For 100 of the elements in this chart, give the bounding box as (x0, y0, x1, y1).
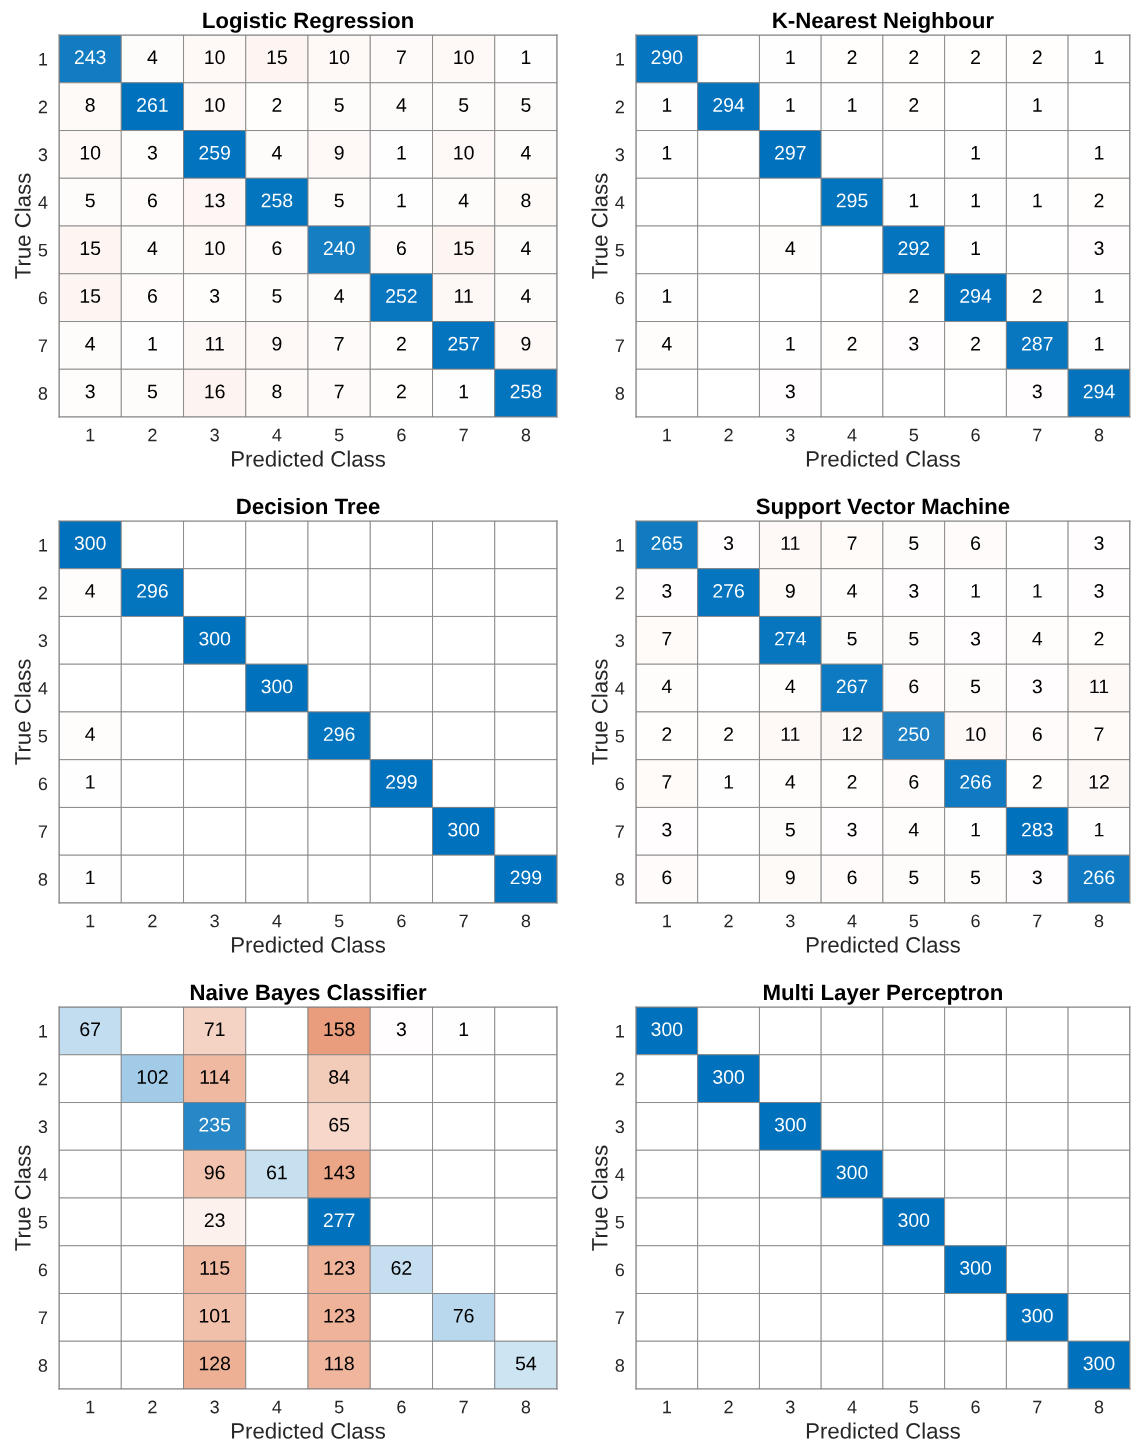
data-label: 4 (785, 679, 796, 694)
data-label: 15 (80, 289, 101, 303)
y-tick-label: 3 (615, 634, 625, 648)
data-label: 240 (323, 241, 355, 256)
x-tick-label: 6 (971, 1400, 980, 1414)
data-label: 3 (723, 536, 734, 551)
data-label: 274 (775, 631, 806, 646)
data-label: 2 (396, 336, 406, 351)
data-label: 4 (85, 584, 95, 598)
data-label: 6 (272, 241, 282, 256)
x-tick-label: 7 (459, 1400, 468, 1414)
data-label: 4 (661, 679, 672, 694)
x-tick-label: 4 (272, 914, 282, 928)
y-tick-label: 2 (38, 1072, 48, 1086)
x-tick-label: 6 (397, 428, 406, 442)
y-tick-label: 6 (38, 1263, 48, 1277)
data-label: 1 (971, 241, 980, 255)
data-label: 300 (836, 1165, 868, 1180)
y-tick-label: 4 (615, 682, 625, 695)
data-label: 7 (396, 50, 406, 64)
y-tick-label: 8 (38, 873, 48, 886)
data-label: 3 (970, 631, 981, 646)
data-label: 12 (1089, 775, 1109, 789)
y-tick-label: 6 (38, 777, 48, 791)
y-axis-title: True Class (591, 173, 608, 279)
y-tick-label: 5 (615, 244, 625, 257)
y-tick-label: 2 (615, 586, 624, 600)
data-label: 7 (662, 631, 672, 646)
data-label: 1 (521, 50, 531, 64)
y-tick-label: 2 (615, 100, 624, 114)
data-label: 4 (271, 146, 282, 160)
data-label: 1 (971, 584, 980, 598)
y-tick-label: 4 (38, 1168, 48, 1181)
data-label: 283 (1022, 822, 1053, 837)
y-tick-label: 7 (38, 825, 48, 838)
data-label: 299 (510, 870, 542, 885)
data-label: 4 (908, 822, 919, 837)
data-label: 1 (148, 337, 157, 351)
y-axis-title: True Class (14, 1145, 31, 1251)
y-axis-title: True Class (591, 659, 608, 765)
data-label: 4 (396, 98, 407, 112)
data-label: 4 (334, 289, 344, 303)
data-label: 23 (204, 1213, 225, 1228)
x-tick-label: 1 (86, 914, 95, 928)
data-label: 6 (909, 679, 919, 694)
y-tick-label: 7 (615, 825, 624, 838)
data-label: 1 (1095, 50, 1104, 64)
data-label: 6 (847, 870, 857, 885)
data-label: 115 (200, 1261, 230, 1275)
x-tick-label: 8 (521, 428, 531, 442)
data-label: 71 (204, 1022, 225, 1036)
data-label: 1 (1033, 193, 1042, 208)
x-tick-label: 4 (847, 914, 857, 928)
data-label: 96 (204, 1165, 225, 1180)
y-tick-label: 7 (615, 1311, 624, 1324)
data-label: 102 (137, 1070, 168, 1084)
y-tick-label: 1 (616, 53, 624, 66)
x-tick-label: 2 (148, 1400, 157, 1414)
y-tick-label: 5 (615, 1216, 625, 1229)
x-tick-label: 3 (210, 1400, 219, 1414)
data-label: 4 (147, 50, 158, 64)
y-tick-label: 5 (38, 244, 48, 257)
data-label: 11 (781, 536, 800, 550)
y-axis-title: True Class (591, 1145, 608, 1251)
x-tick-label: 3 (210, 428, 219, 442)
y-tick-label: 6 (38, 291, 48, 305)
data-label: 300 (199, 631, 231, 646)
x-tick-label: 1 (663, 1400, 671, 1414)
data-label: 300 (74, 536, 106, 551)
data-label: 6 (396, 241, 406, 256)
y-tick-label: 1 (616, 538, 624, 552)
data-label: 2 (1094, 193, 1104, 208)
data-label: 259 (199, 145, 230, 160)
data-label: 1 (397, 146, 406, 160)
data-label: 7 (1094, 727, 1104, 741)
x-tick-label: 1 (663, 428, 671, 442)
x-tick-label: 5 (334, 914, 344, 928)
data-label: 10 (966, 727, 986, 742)
data-label: 11 (455, 289, 473, 303)
data-label: 5 (147, 384, 157, 399)
data-label: 300 (261, 679, 293, 694)
data-label: 3 (909, 336, 919, 351)
chart-title: Naive Bayes Classifier (190, 983, 427, 1005)
x-tick-label: 4 (272, 1400, 282, 1414)
y-tick-label: 3 (615, 1120, 625, 1134)
data-label: 5 (970, 870, 981, 885)
y-tick-label: 5 (38, 1216, 48, 1229)
data-label: 10 (329, 50, 350, 65)
data-label: 8 (521, 193, 531, 208)
data-label: 1 (662, 289, 672, 303)
x-tick-label: 3 (210, 914, 219, 928)
data-label: 299 (386, 775, 417, 789)
data-label: 2 (909, 50, 919, 64)
data-label: 3 (1032, 870, 1042, 885)
data-label: 1 (1033, 98, 1042, 112)
y-tick-label: 6 (615, 1263, 625, 1277)
data-label: 258 (261, 193, 293, 208)
data-label: 114 (200, 1070, 230, 1084)
data-label: 276 (713, 584, 744, 598)
data-label: 4 (847, 584, 857, 598)
